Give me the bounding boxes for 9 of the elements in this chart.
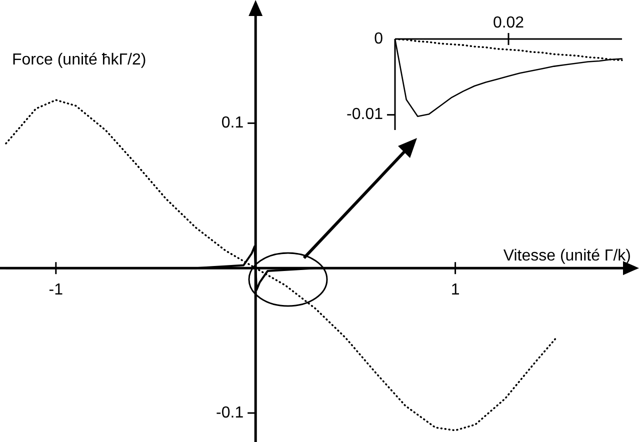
y-tick-label: 0 <box>374 30 384 48</box>
y-tick-label: -0.1 <box>216 404 244 422</box>
x-tick-label: 0.02 <box>492 14 524 32</box>
x-axis-title: Vitesse (unité Γ/k) <box>503 248 631 265</box>
y-axis-title: Force (unité ħkΓ/2) <box>12 51 146 68</box>
y-tick-label: -0.01 <box>346 106 384 124</box>
x-tick-label: -1 <box>48 282 64 299</box>
x-tick-label: 1 <box>450 282 460 299</box>
y-tick-label: 0.1 <box>221 114 244 132</box>
